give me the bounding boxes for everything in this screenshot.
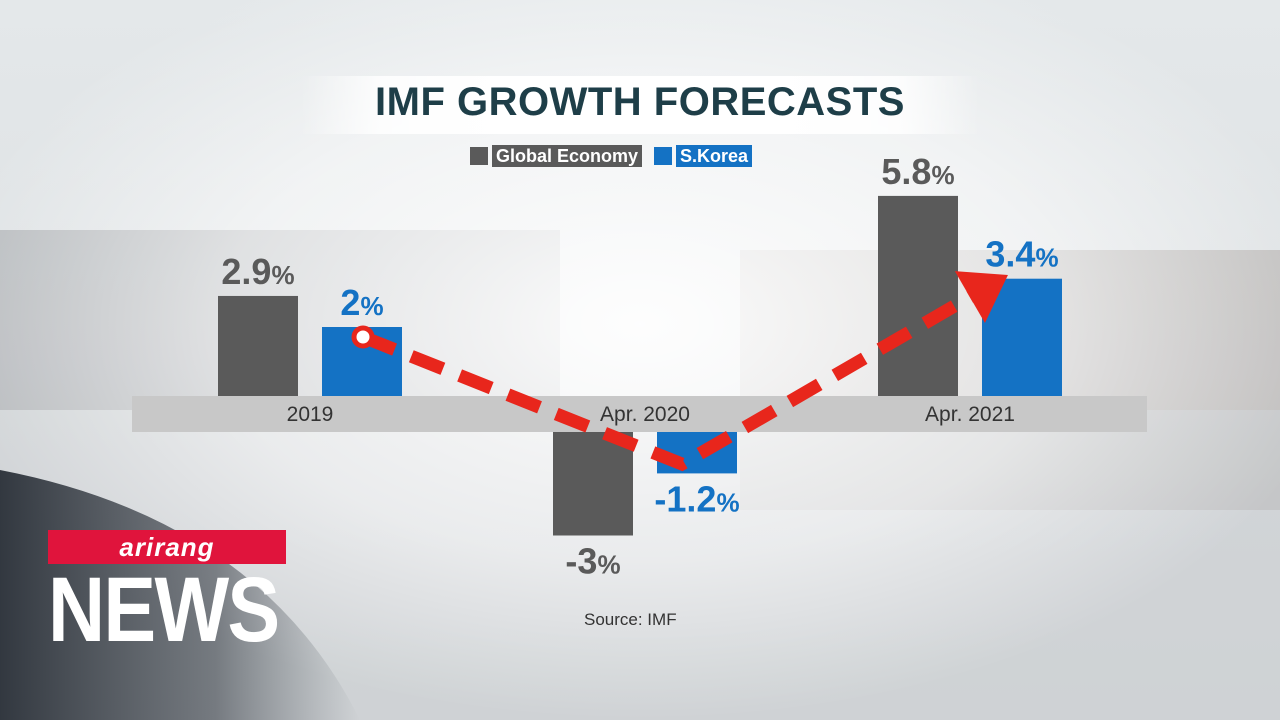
title-band xyxy=(300,76,980,134)
category-label: Apr. 2020 xyxy=(600,403,690,426)
data-label: 2.9% xyxy=(221,251,294,292)
legend-swatch-korea xyxy=(654,147,673,165)
chart-title: IMF GROWTH FORECASTS xyxy=(375,80,905,124)
bar-global-2019 xyxy=(218,295,298,396)
legend-item-global: Global Economy xyxy=(470,145,643,167)
legend-swatch-global xyxy=(470,147,488,165)
trend-arrow-line xyxy=(360,284,986,472)
data-label: -3% xyxy=(565,541,620,582)
legend-item-korea: S.Korea xyxy=(654,145,753,167)
bar-global-apr2021 xyxy=(878,195,958,396)
chart-legend: Global Economy S.Korea xyxy=(470,144,753,168)
trend-arrow-start-dot xyxy=(351,325,375,349)
legend-label-global: Global Economy xyxy=(492,145,643,167)
data-label: -1.2% xyxy=(654,478,739,519)
program-logo: NEWS xyxy=(48,559,280,661)
source-note: Source: IMF xyxy=(584,610,677,629)
category-label: 2019 xyxy=(287,403,334,426)
brand-logo: arirang xyxy=(48,530,286,564)
legend-label-korea: S.Korea xyxy=(676,145,753,167)
data-label: 2% xyxy=(340,282,383,323)
category-label: Apr. 2021 xyxy=(925,403,1015,426)
axis-band xyxy=(132,396,1147,432)
bar-global-apr2020 xyxy=(553,432,633,536)
data-label: 3.4% xyxy=(985,234,1058,275)
data-label: 5.8% xyxy=(881,151,954,192)
trend-arrow-head xyxy=(954,271,1008,323)
